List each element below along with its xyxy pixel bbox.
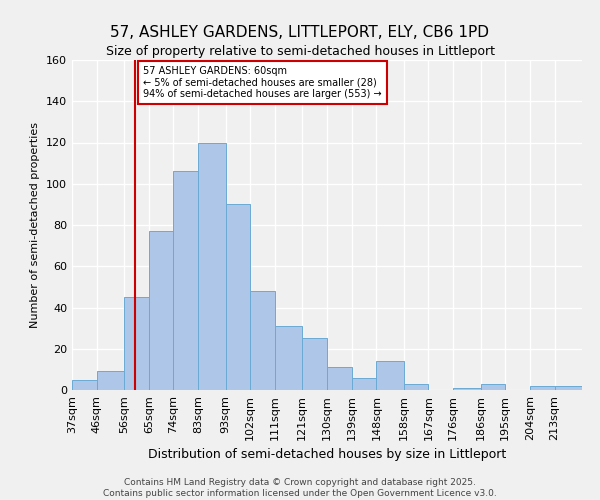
Bar [173,172,198,390]
Bar [149,231,173,390]
Bar [72,380,97,390]
Bar [530,386,554,390]
Bar [453,388,481,390]
Bar [124,297,149,390]
Bar [352,378,376,390]
Bar [198,142,226,390]
Bar [97,372,124,390]
Bar [327,368,352,390]
Text: Contains HM Land Registry data © Crown copyright and database right 2025.
Contai: Contains HM Land Registry data © Crown c… [103,478,497,498]
Bar [250,291,275,390]
Text: 57 ASHLEY GARDENS: 60sqm
← 5% of semi-detached houses are smaller (28)
94% of se: 57 ASHLEY GARDENS: 60sqm ← 5% of semi-de… [143,66,382,100]
Text: Size of property relative to semi-detached houses in Littleport: Size of property relative to semi-detach… [106,45,494,58]
X-axis label: Distribution of semi-detached houses by size in Littleport: Distribution of semi-detached houses by … [148,448,506,461]
Bar [226,204,250,390]
Bar [554,386,582,390]
Text: 57, ASHLEY GARDENS, LITTLEPORT, ELY, CB6 1PD: 57, ASHLEY GARDENS, LITTLEPORT, ELY, CB6… [110,25,490,40]
Bar [275,326,302,390]
Y-axis label: Number of semi-detached properties: Number of semi-detached properties [31,122,40,328]
Bar [404,384,428,390]
Bar [481,384,505,390]
Bar [302,338,327,390]
Bar [376,361,404,390]
